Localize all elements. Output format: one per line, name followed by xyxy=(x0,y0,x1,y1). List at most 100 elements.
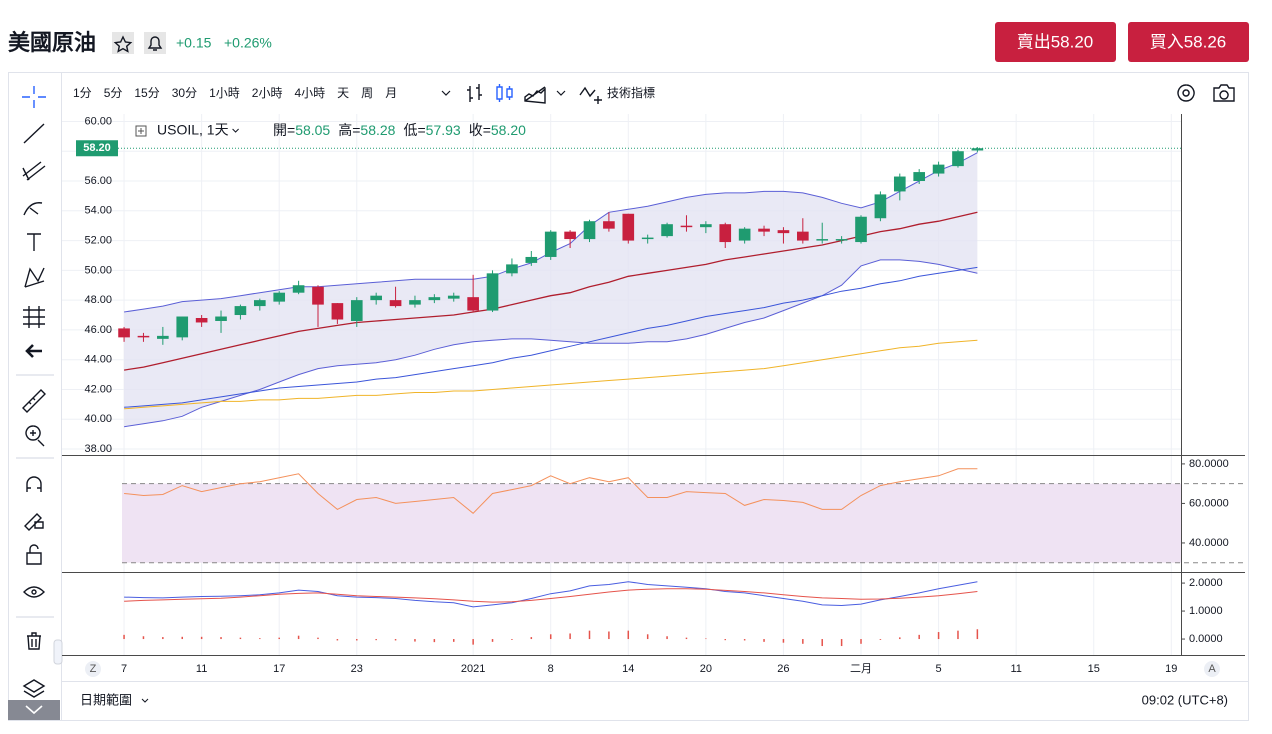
candle-body xyxy=(506,264,518,274)
candle-body xyxy=(835,239,848,241)
interval-button[interactable]: 1小時 xyxy=(209,86,240,100)
visibility-tool[interactable] xyxy=(23,586,45,598)
candle-body xyxy=(234,306,247,316)
histogram-bar xyxy=(278,637,280,640)
fib-tool[interactable] xyxy=(22,161,46,181)
histogram-bar xyxy=(879,639,882,640)
interval-button[interactable]: 15分 xyxy=(134,86,159,100)
settings-button[interactable] xyxy=(1177,84,1195,102)
histogram-bar xyxy=(142,636,145,640)
lock-draw-tool[interactable] xyxy=(24,513,44,531)
histogram-bar xyxy=(608,631,610,640)
histogram-bar xyxy=(646,634,649,640)
candle-body xyxy=(855,216,867,243)
buy-button[interactable] xyxy=(1128,22,1249,62)
histogram-bar xyxy=(782,639,785,643)
last-price-box xyxy=(76,140,118,157)
candle-body xyxy=(758,228,770,232)
sell-button[interactable] xyxy=(995,22,1116,62)
y-tick-label: 40.00 xyxy=(84,413,112,425)
histogram-bar xyxy=(840,639,843,647)
interval-button[interactable]: 5分 xyxy=(104,86,123,100)
text-tool[interactable] xyxy=(27,233,41,251)
y-tick-label: 1.0000 xyxy=(1189,605,1223,617)
candle-body xyxy=(777,230,790,234)
candle-body xyxy=(486,273,499,311)
y-tick-label: 46.00 xyxy=(84,324,112,336)
bollinger-fill xyxy=(124,152,978,427)
candle-body xyxy=(603,221,615,229)
histogram-bar xyxy=(802,639,804,644)
candle-body xyxy=(700,224,712,228)
crosshair-tool[interactable] xyxy=(22,86,46,108)
candle-body xyxy=(137,335,150,338)
candle-body xyxy=(874,194,887,219)
ohlc-legend: 開=58.05 高=58.28 低=57.93 收=58.20 xyxy=(273,122,526,138)
trendline-tool[interactable] xyxy=(23,123,45,144)
indicators-icon[interactable] xyxy=(579,86,602,104)
candle-body xyxy=(312,286,324,305)
y-tick-label: 54.00 xyxy=(84,205,112,217)
histogram-bar xyxy=(976,629,979,640)
legend-toggle xyxy=(135,125,147,137)
y-tick-label: 42.00 xyxy=(84,383,112,395)
price-change: +0.15 xyxy=(176,35,212,51)
drawing-toolbar xyxy=(16,86,54,698)
interval-button[interactable]: 30分 xyxy=(172,86,197,100)
bar-style-icon[interactable] xyxy=(467,84,482,102)
prediction-tool[interactable] xyxy=(23,306,45,328)
toolbar-collapse[interactable] xyxy=(8,700,60,720)
favorite-button[interactable] xyxy=(112,32,134,54)
layers-tool[interactable] xyxy=(22,679,46,698)
unlock-tool[interactable] xyxy=(26,544,42,565)
date-range-button[interactable]: 日期範圍 xyxy=(80,692,132,707)
x-tick-label: 19 xyxy=(1165,663,1177,675)
x-tick-label: 15 xyxy=(1088,663,1100,675)
interval-button[interactable]: 4小時 xyxy=(294,86,325,100)
histogram-bar xyxy=(162,637,164,640)
interval-button[interactable]: 周 xyxy=(361,86,373,100)
chart-type-menu[interactable] xyxy=(556,90,566,96)
snapshot-button[interactable] xyxy=(1213,84,1235,102)
interval-button[interactable]: 2小時 xyxy=(252,86,283,100)
delete-tool[interactable] xyxy=(27,632,41,650)
area-style-icon[interactable] xyxy=(524,86,546,104)
x-tick-label: 二月 xyxy=(850,663,872,675)
interval-menu[interactable] xyxy=(441,90,451,96)
interval-button[interactable]: 1分 xyxy=(73,86,92,100)
histogram-bar xyxy=(394,639,397,641)
candle-body xyxy=(622,213,635,241)
candle-body xyxy=(661,224,673,237)
interval-button[interactable]: 月 xyxy=(385,86,397,100)
axis-button[interactable] xyxy=(1204,661,1220,677)
instrument-title: 美國原油 xyxy=(8,30,96,55)
symbol-label: USOIL, 1天 xyxy=(157,122,229,138)
back-tool[interactable] xyxy=(25,344,42,358)
panel-handle[interactable] xyxy=(53,639,63,665)
candle-body xyxy=(157,335,169,339)
axis-button[interactable] xyxy=(85,661,101,677)
candle-style-icon[interactable] xyxy=(496,84,513,102)
indicators-label[interactable]: 技術指標 xyxy=(607,85,655,100)
ohlc-value: 57.93 xyxy=(426,122,461,138)
ruler-tool[interactable] xyxy=(22,389,46,413)
star-icon xyxy=(113,35,133,53)
histogram-bar xyxy=(705,638,707,640)
histogram-bar xyxy=(530,637,533,640)
x-tick-label: 20 xyxy=(700,663,712,675)
magnet-tool[interactable] xyxy=(26,476,42,492)
candle-body xyxy=(428,297,441,301)
pattern-tool[interactable] xyxy=(24,267,45,288)
candle-body xyxy=(118,328,130,338)
histogram-bar xyxy=(356,639,358,641)
histogram-bar xyxy=(259,638,261,640)
histogram-bar xyxy=(297,635,300,640)
interval-button[interactable]: 天 xyxy=(337,86,349,100)
axis-button-label: Z xyxy=(90,663,97,675)
y-tick-label: 80.0000 xyxy=(1189,458,1229,470)
brush-tool[interactable] xyxy=(23,202,43,216)
histogram-bar xyxy=(181,636,183,640)
ohlc-value: 58.20 xyxy=(491,122,526,138)
zoom-tool[interactable] xyxy=(25,425,45,447)
y-tick-label: 48.00 xyxy=(84,294,112,306)
